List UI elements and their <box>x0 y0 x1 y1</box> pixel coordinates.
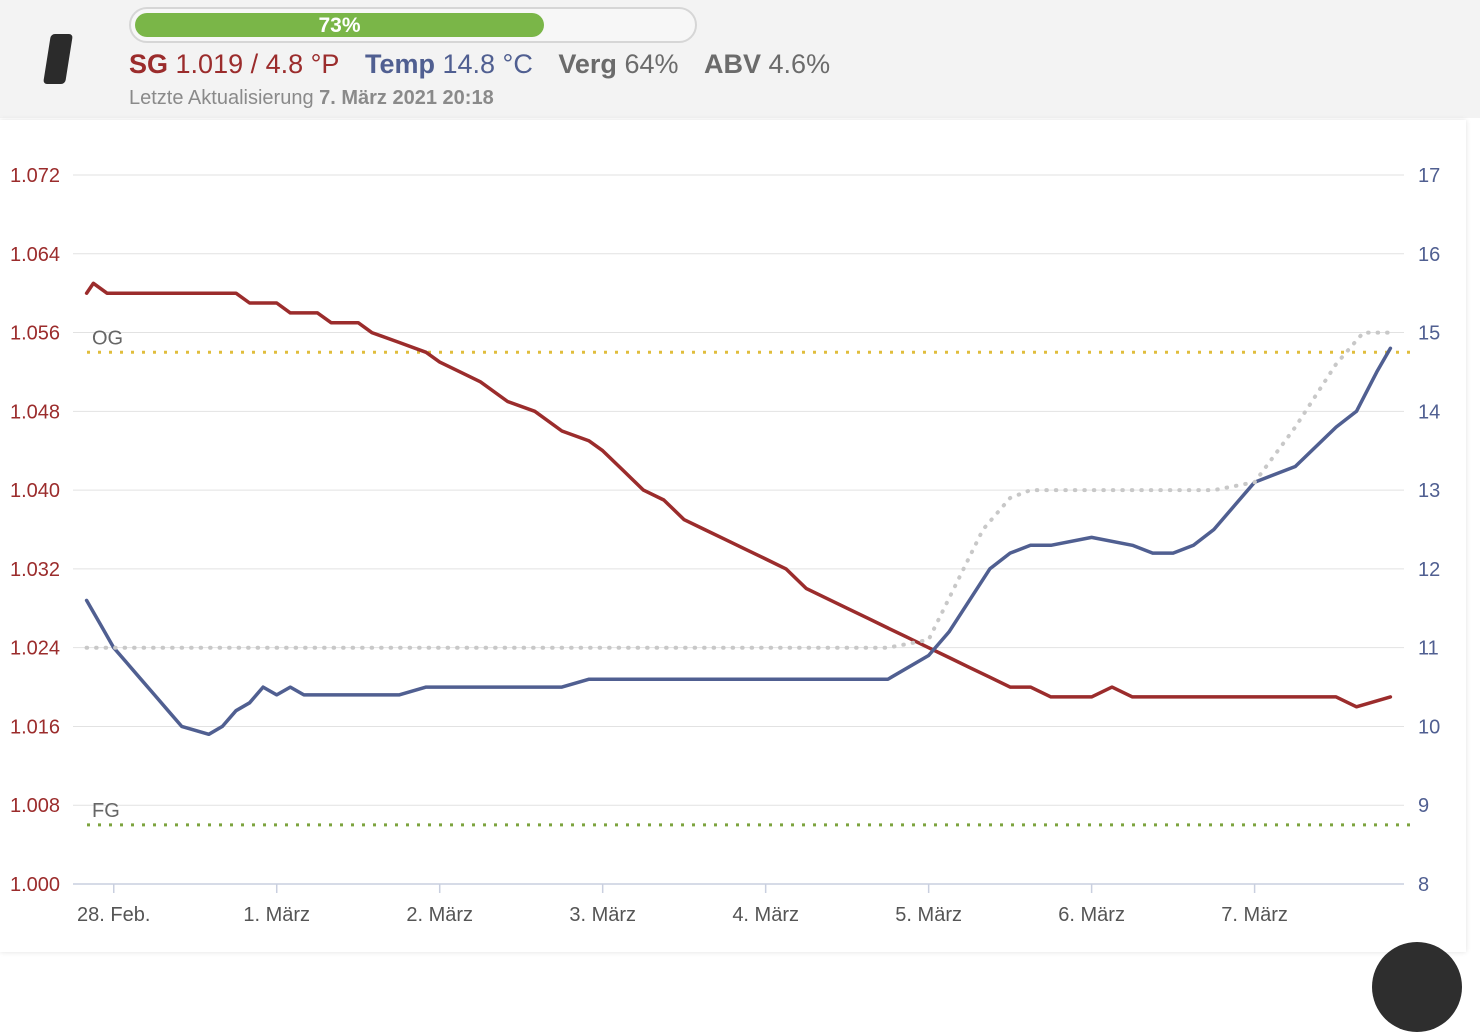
y-right-tick-label: 17 <box>1418 165 1440 187</box>
reference-label-og: OG <box>92 327 123 349</box>
temp-stat: Temp 14.8 °C <box>365 49 533 79</box>
y-left-tick-label: 1.064 <box>10 244 60 266</box>
x-tick-label: 2. März <box>406 904 473 926</box>
floating-action-button[interactable] <box>1372 942 1462 1032</box>
abv-stat: ABV 4.6% <box>704 49 830 79</box>
sg-value: 1.019 / 4.8 °P <box>175 49 340 79</box>
abv-label: ABV <box>704 49 762 79</box>
x-tick-label: 28. Feb. <box>77 904 150 926</box>
last-updated-label: Letzte Aktualisierung <box>129 87 314 109</box>
temp-value: 14.8 °C <box>442 49 533 79</box>
y-left-tick-label: 1.000 <box>10 874 60 896</box>
fermentation-chart[interactable]: 1.000 1.008 1.016 1.024 1.032 1.040 1.048 1.056… <box>0 120 1466 952</box>
y-left-tick-label: 1.072 <box>10 165 60 187</box>
y-right-tick-label: 11 <box>1418 638 1439 660</box>
series-line-0 <box>84 281 1393 709</box>
y-left-tick-label: 1.024 <box>10 638 60 660</box>
x-tick-label: 6. März <box>1058 904 1125 926</box>
y-left-tick-label: 1.032 <box>10 559 60 581</box>
series-line-1 <box>84 346 1393 737</box>
attenuation-value: 64% <box>624 49 679 79</box>
reference-label-fg: FG <box>92 800 120 822</box>
x-tick-label: 7. März <box>1221 904 1288 926</box>
last-updated-datetime: 7. März 2021 20:18 <box>319 87 494 109</box>
attenuation-label: Verg <box>558 49 617 79</box>
chart-card: 1.000 1.008 1.016 1.024 1.032 1.040 1.048 1.056… <box>0 120 1466 952</box>
last-updated: Letzte Aktualisierung 7. März 2021 20:18 <box>129 87 494 110</box>
y-right-tick-label: 8 <box>1418 874 1429 896</box>
fermentation-progress-bar: 73% <box>129 7 697 43</box>
x-tick-label: 5. März <box>895 904 962 926</box>
series-line-2 <box>84 330 1393 650</box>
y-right-tick-label: 12 <box>1418 559 1440 581</box>
progress-label: 73% <box>318 14 361 37</box>
header: 73% SG 1.019 / 4.8 °P Temp 14.8 °C Verg … <box>0 0 1480 118</box>
sg-label: SG <box>129 49 169 79</box>
y-right-tick-label: 9 <box>1418 795 1429 817</box>
y-left-tick-label: 1.008 <box>10 795 60 817</box>
y-right-tick-label: 10 <box>1418 716 1440 738</box>
sg-stat: SG 1.019 / 4.8 °P <box>129 49 339 79</box>
y-left-tick-label: 1.056 <box>10 323 60 345</box>
y-right-tick-label: 14 <box>1418 401 1440 423</box>
stats-row: SG 1.019 / 4.8 °P Temp 14.8 °C Verg 64% … <box>129 49 848 80</box>
hydrometer-device-icon <box>43 34 73 84</box>
attenuation-stat: Verg 64% <box>558 49 678 79</box>
x-tick-label: 3. März <box>569 904 636 926</box>
y-left-tick-label: 1.040 <box>10 480 60 502</box>
y-right-tick-label: 16 <box>1418 244 1440 266</box>
progress-fill <box>135 13 544 37</box>
temp-label: Temp <box>364 49 435 79</box>
y-left-tick-label: 1.048 <box>10 401 60 423</box>
y-right-tick-label: 15 <box>1418 323 1440 345</box>
x-tick-label: 1. März <box>243 904 310 926</box>
y-right-tick-label: 13 <box>1418 480 1440 502</box>
y-left-tick-label: 1.016 <box>10 716 60 738</box>
x-tick-label: 4. März <box>732 904 799 926</box>
abv-value: 4.6% <box>768 49 831 79</box>
